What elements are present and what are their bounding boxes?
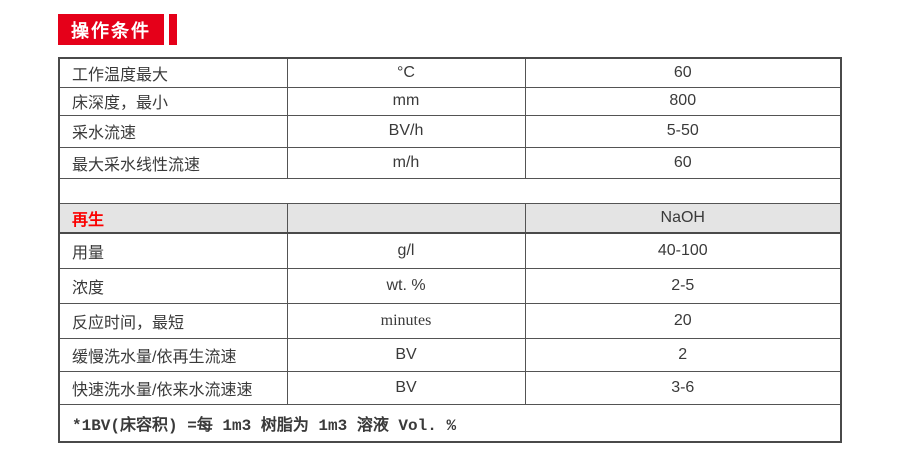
row-label: 最大采水线性流速 bbox=[58, 146, 288, 179]
row-value: 3-6 bbox=[524, 370, 842, 405]
section-title: 再生 bbox=[58, 202, 288, 234]
row-label: 床深度，最小 bbox=[58, 86, 288, 116]
row-value: 40-100 bbox=[524, 232, 842, 269]
row-value: NaOH bbox=[524, 202, 842, 234]
table-row: 最大采水线性流速 m/h 60 bbox=[58, 146, 842, 179]
spacer-row bbox=[58, 177, 842, 204]
table-row: 采水流速 BV/h 5-50 bbox=[58, 114, 842, 148]
table-row: 用量 g/l 40-100 bbox=[58, 232, 842, 269]
row-label: 用量 bbox=[58, 232, 288, 269]
row-unit: BV/h bbox=[286, 114, 526, 148]
row-value: 60 bbox=[524, 146, 842, 179]
row-unit: mm bbox=[286, 86, 526, 116]
row-label: 缓慢洗水量/依再生流速 bbox=[58, 337, 288, 372]
table-row: 浓度 wt. % 2-5 bbox=[58, 267, 842, 304]
row-value: 2-5 bbox=[524, 267, 842, 304]
row-label: 浓度 bbox=[58, 267, 288, 304]
row-unit: minutes bbox=[286, 302, 526, 339]
row-unit: wt. % bbox=[286, 267, 526, 304]
footnote-row: *1BV(床容积) =每 1m3 树脂为 1m3 溶液 Vol. % bbox=[58, 403, 842, 443]
table-row: 床深度，最小 mm 800 bbox=[58, 86, 842, 116]
row-unit: BV bbox=[286, 370, 526, 405]
page-title-badge: 操作条件 bbox=[58, 14, 164, 45]
table-row: 工作温度最大 °C 60 bbox=[58, 57, 842, 88]
table-row: 反应时间，最短 minutes 20 bbox=[58, 302, 842, 339]
section-row: 再生 NaOH bbox=[58, 202, 842, 234]
spacer-cell bbox=[58, 177, 842, 204]
table-row: 缓慢洗水量/依再生流速 BV 2 bbox=[58, 337, 842, 372]
row-unit: m/h bbox=[286, 146, 526, 179]
row-value: 800 bbox=[524, 86, 842, 116]
row-unit bbox=[286, 202, 526, 234]
row-label: 快速洗水量/依来水流速速 bbox=[58, 370, 288, 405]
section-header: 操作条件 bbox=[58, 14, 177, 45]
row-unit: BV bbox=[286, 337, 526, 372]
row-unit: °C bbox=[286, 57, 526, 88]
row-label: 反应时间，最短 bbox=[58, 302, 288, 339]
badge-accent-bar bbox=[169, 14, 177, 45]
row-value: 20 bbox=[524, 302, 842, 339]
row-value: 2 bbox=[524, 337, 842, 372]
row-value: 60 bbox=[524, 57, 842, 88]
footnote-text: *1BV(床容积) =每 1m3 树脂为 1m3 溶液 Vol. % bbox=[58, 403, 842, 443]
row-label: 采水流速 bbox=[58, 114, 288, 148]
conditions-table-body: 工作温度最大 °C 60 床深度，最小 mm 800 采水流速 BV/h 5-50 最大采水线性流… bbox=[58, 57, 842, 443]
operating-conditions-table: 工作温度最大 °C 60 床深度，最小 mm 800 采水流速 BV/h 5-50 最大采水线性流… bbox=[58, 57, 842, 443]
row-value: 5-50 bbox=[524, 114, 842, 148]
row-label: 工作温度最大 bbox=[58, 57, 288, 88]
row-unit: g/l bbox=[286, 232, 526, 269]
table-row: 快速洗水量/依来水流速速 BV 3-6 bbox=[58, 370, 842, 405]
